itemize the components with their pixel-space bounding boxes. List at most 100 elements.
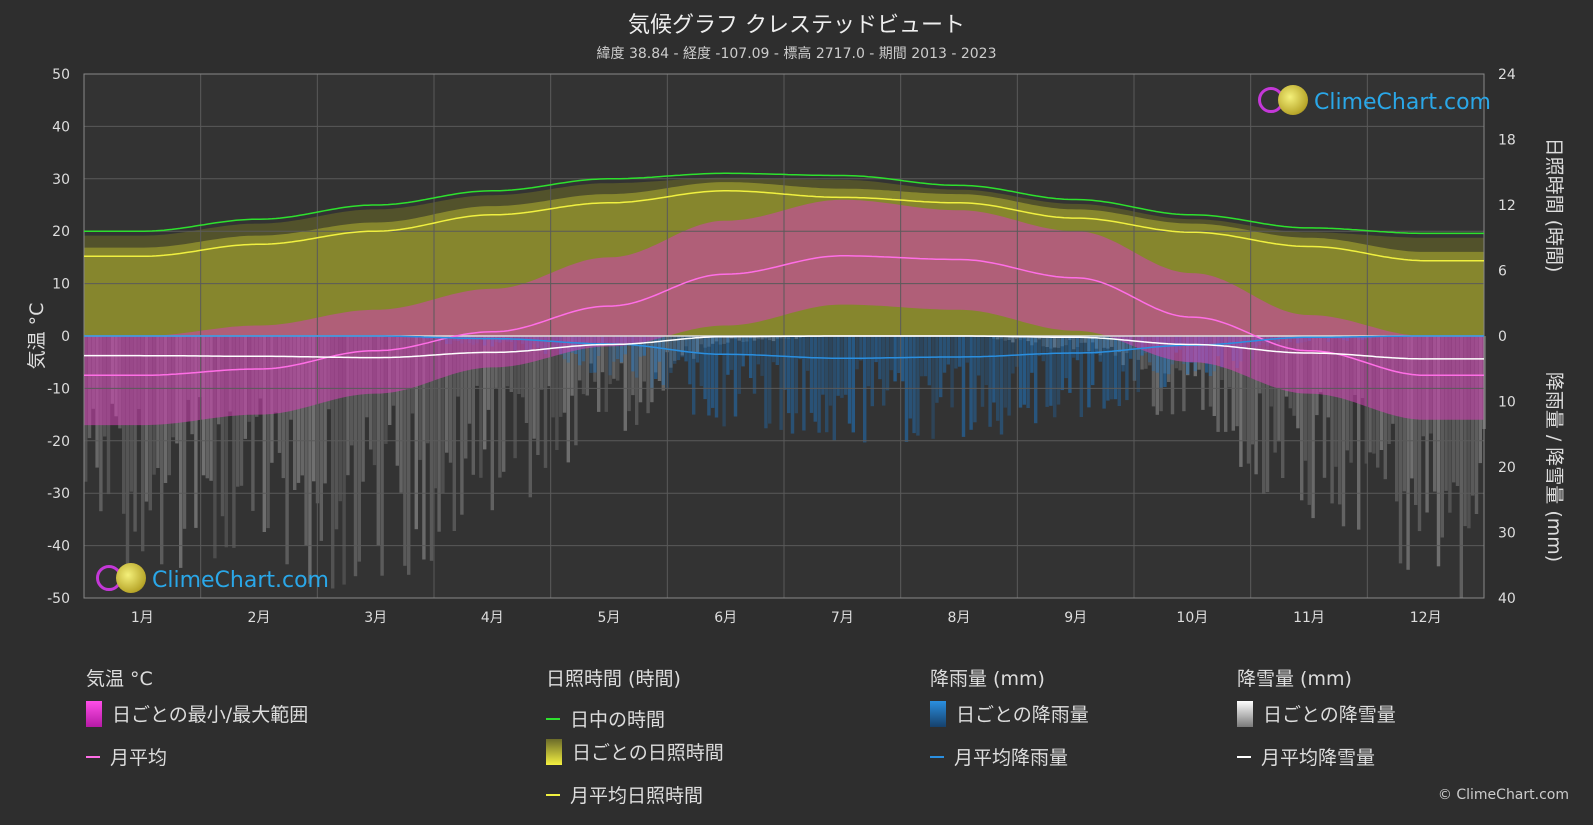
daily-snow-bar bbox=[714, 336, 719, 342]
daily-snow-bar bbox=[756, 336, 760, 340]
legend-daylight: 日中の時間 bbox=[546, 705, 665, 732]
left-axis-tick-label: 40 bbox=[52, 119, 70, 135]
daily-snow-bar bbox=[437, 336, 441, 532]
daily-snow-bar bbox=[646, 336, 650, 414]
daily-rain-bar bbox=[958, 336, 962, 367]
month-tick-label: 3月 bbox=[364, 610, 387, 626]
daily-snow-bar bbox=[999, 336, 1004, 339]
daily-rain-bar bbox=[635, 336, 639, 378]
temp-avg-line-icon bbox=[86, 755, 100, 758]
watermark-text: ClimeChart.com bbox=[1314, 89, 1491, 115]
daily-snow-bar bbox=[1144, 336, 1148, 369]
daily-snow-bar bbox=[597, 336, 601, 412]
legend-snow-avg: 月平均降雪量 bbox=[1237, 743, 1375, 770]
daily-snow-bar bbox=[783, 336, 787, 339]
legend-sunshine-avg: 月平均日照時間 bbox=[546, 781, 703, 808]
daily-snow-bar bbox=[1125, 336, 1129, 354]
snow-avg-line-icon bbox=[1237, 755, 1251, 758]
daily-rain-bar bbox=[1129, 336, 1133, 359]
daily-snow-bar bbox=[323, 336, 327, 484]
daily-snow-bar bbox=[418, 336, 422, 460]
daily-rain-bar bbox=[942, 336, 947, 373]
daily-rain-bar bbox=[1110, 336, 1114, 400]
daily-snow-bar bbox=[194, 336, 198, 528]
daily-rain-bar bbox=[1159, 336, 1163, 388]
daily-snow-bar bbox=[224, 336, 228, 548]
daily-rain-bar bbox=[836, 336, 840, 396]
daily-rain-bar bbox=[889, 336, 893, 371]
daily-rain-bar bbox=[969, 336, 973, 430]
daily-rain-bar bbox=[699, 336, 703, 387]
daily-rain-bar bbox=[901, 336, 905, 382]
copyright: © ClimeChart.com bbox=[1437, 787, 1569, 803]
daily-rain-bar bbox=[935, 336, 939, 403]
legend-sun-heading: 日照時間 (時間) bbox=[546, 668, 681, 690]
daily-rain-bar bbox=[965, 336, 969, 363]
daily-rain-bar bbox=[794, 336, 798, 414]
daily-snow-bar bbox=[1250, 336, 1254, 445]
daily-snow-bar bbox=[1208, 336, 1213, 407]
daylight-line bbox=[84, 172, 1484, 235]
right-axis-mm-tick-label: 20 bbox=[1498, 460, 1516, 476]
daily-snow-bar bbox=[460, 336, 464, 515]
month-tick-label: 9月 bbox=[1064, 610, 1087, 626]
right-axis-mm-tick-label: 30 bbox=[1498, 526, 1516, 542]
daily-snow-bar bbox=[1467, 336, 1471, 529]
daily-snow-bar bbox=[296, 336, 301, 483]
daily-snow-bar bbox=[1463, 336, 1467, 527]
legend-rain-heading: 降雨量 (mm) bbox=[930, 668, 1045, 690]
daily-rain-bar bbox=[745, 336, 749, 355]
daily-rain-bar bbox=[768, 336, 772, 424]
daily-snow-bar bbox=[479, 336, 483, 478]
daily-snow-bar bbox=[1448, 336, 1452, 513]
daily-rain-bar bbox=[809, 336, 814, 413]
daily-snow-bar bbox=[312, 336, 316, 482]
daily-snow-bar bbox=[528, 336, 532, 498]
daily-snow-bar bbox=[578, 336, 582, 381]
daily-rain-bar bbox=[1049, 336, 1053, 406]
daily-snow-bar bbox=[635, 336, 639, 425]
daily-snow-bar bbox=[1474, 336, 1479, 514]
daily-rain-bar bbox=[1018, 336, 1023, 408]
left-axis-tick-label: -50 bbox=[47, 591, 70, 607]
daily-snow-bar bbox=[771, 336, 776, 342]
daily-snow-bar bbox=[1254, 336, 1258, 475]
daily-rain-bar bbox=[1060, 336, 1064, 391]
daily-rain-bar bbox=[817, 336, 821, 433]
legend-rain-avg: 月平均降雨量 bbox=[930, 743, 1068, 770]
daily-snow-bar bbox=[642, 336, 646, 382]
daily-snow-bar bbox=[407, 336, 411, 575]
daily-snow-bar bbox=[486, 336, 491, 410]
legend-temp-range: 日ごとの最小/最大範囲 bbox=[86, 700, 308, 727]
month-tick-label: 6月 bbox=[714, 610, 737, 626]
month-tick-label: 8月 bbox=[948, 610, 971, 626]
daily-snow-bar bbox=[251, 336, 255, 511]
daily-rain-bar bbox=[866, 336, 871, 387]
daily-rain-bar bbox=[859, 336, 863, 361]
daily-snow-bar bbox=[775, 336, 779, 339]
daily-snow-bar bbox=[1303, 336, 1308, 461]
daily-snow-bar bbox=[1341, 336, 1346, 527]
snow-swatch-icon bbox=[1237, 700, 1253, 727]
daily-rain-bar bbox=[593, 336, 597, 373]
legend-label: 月平均降雨量 bbox=[954, 747, 1069, 769]
daily-snow-bar bbox=[1307, 336, 1311, 505]
daily-rain-bar bbox=[863, 336, 867, 443]
daily-snow-bar bbox=[1395, 336, 1399, 502]
daily-rain-bar bbox=[927, 336, 931, 386]
daily-rain-bar bbox=[1102, 336, 1106, 409]
daily-snow-bar bbox=[1170, 336, 1175, 415]
daily-snow-bar bbox=[798, 336, 802, 338]
daily-snow-bar bbox=[612, 336, 616, 379]
daily-rain-bar bbox=[1064, 336, 1068, 379]
daily-snow-bar bbox=[627, 336, 631, 412]
daily-rain-bar bbox=[1121, 336, 1125, 372]
daily-snow-bar bbox=[342, 336, 346, 585]
legend-snow-heading: 降雪量 (mm) bbox=[1237, 668, 1352, 690]
daily-snow-bar bbox=[334, 336, 339, 530]
daily-rain-bar bbox=[821, 336, 825, 395]
daily-rain-bar bbox=[730, 336, 734, 370]
daily-snow-bar bbox=[745, 336, 749, 342]
daily-rain-bar bbox=[851, 336, 855, 433]
daily-rain-bar bbox=[840, 336, 844, 398]
